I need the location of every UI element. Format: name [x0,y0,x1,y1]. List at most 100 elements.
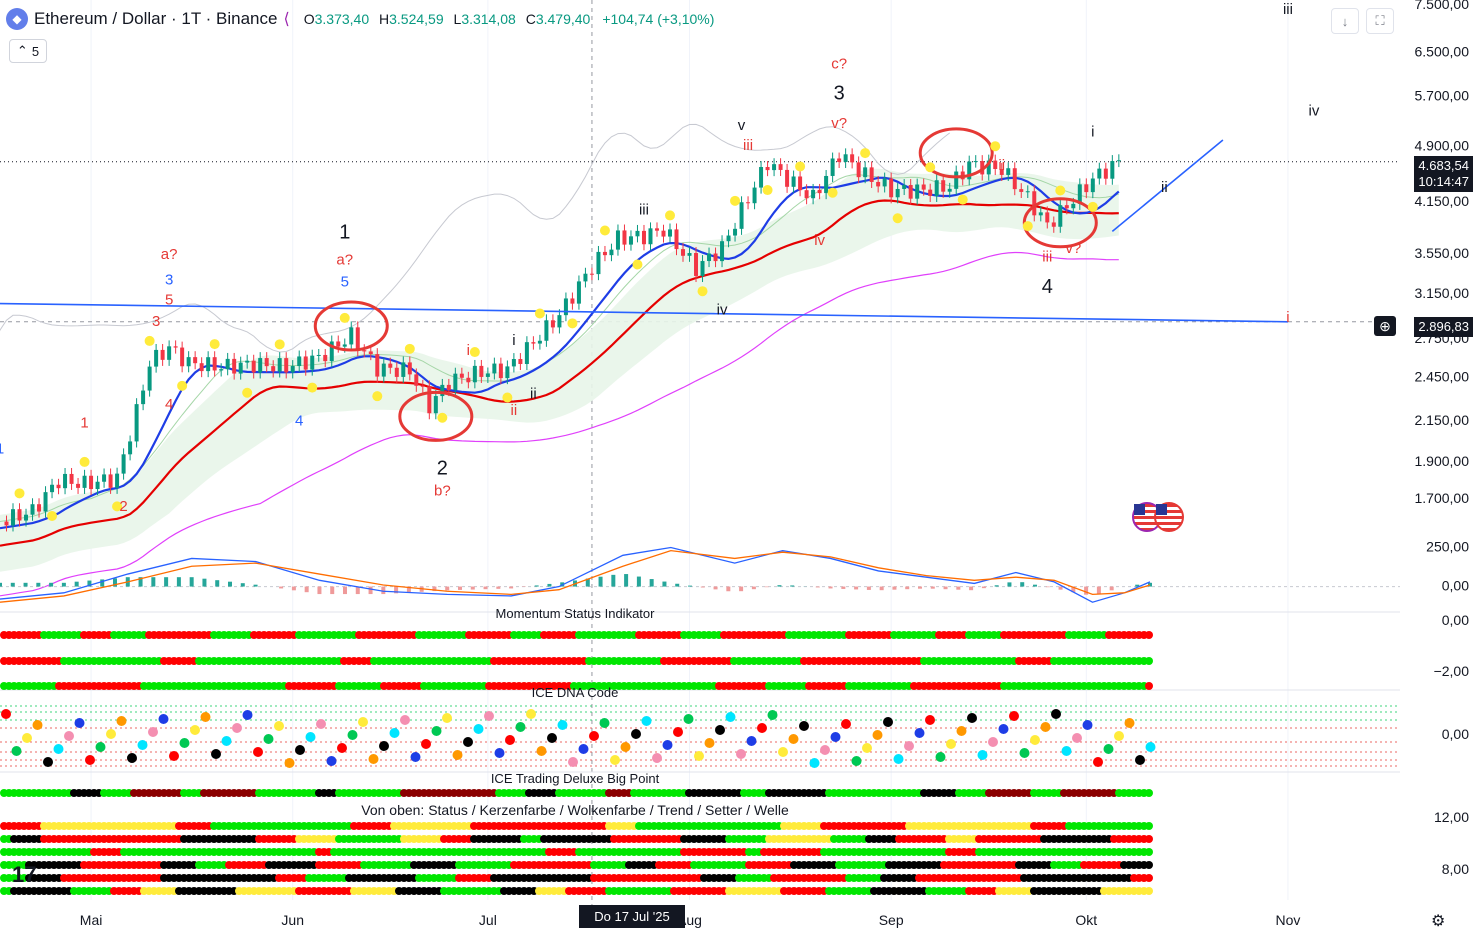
us-flag-icon[interactable] [1154,502,1184,532]
current-price-tag: 4.683,54 10:14:47 [1414,156,1473,192]
bigpoint-subtitle: Von oben: Status / Kerzenfarbe / Wolkenf… [361,802,789,818]
candle-body [850,154,854,162]
dna-dot [820,745,830,755]
candle-body [1104,169,1108,179]
signal-dot [1088,202,1098,212]
dna-dot [925,715,935,725]
candle-body [161,350,165,360]
candle-body [226,359,230,369]
candle-body [297,356,301,366]
candle-body [753,188,757,204]
momentum-dot [1145,682,1153,690]
candle-body [1084,184,1088,192]
candle-body [460,374,464,378]
candle-body [1045,212,1049,222]
tradingview-logo-icon[interactable]: 17 [12,862,36,888]
macd-histogram-bar [944,587,948,590]
dna-dot [180,738,190,748]
candle-body [889,179,893,198]
dna-dot [547,733,557,743]
macd-histogram-bar [1007,582,1011,586]
signal-dot [925,162,935,172]
dna-dot [148,727,158,737]
candle-body [499,364,503,379]
dna-dot [43,757,53,767]
dna-dot [757,723,767,733]
candle-body [115,474,119,488]
macd-histogram-bar [726,587,730,592]
macd-histogram-bar [931,587,935,589]
wave-label: ii [511,402,518,419]
momentum-y-tick: −2,00 [1434,663,1470,679]
dna-dot [463,737,473,747]
economic-events-flags[interactable] [1132,502,1184,532]
dna-dot [904,741,914,751]
wave-label: i [467,342,470,359]
candle-body [278,358,282,371]
candle-body [785,170,789,187]
y-tick-label: 6.500,00 [1415,44,1470,60]
signal-dot [405,344,415,354]
dna-dot [726,712,736,722]
candle-body [232,359,236,374]
dna-dot [495,748,505,758]
candle-body [1026,191,1030,192]
dna-dot [694,751,704,761]
candle-body [681,249,685,256]
candle-body [616,230,620,249]
dna-dot [1114,731,1124,741]
candle-body [818,190,822,193]
candle-body [336,341,340,346]
dna-dot [558,720,568,730]
candle-body [323,355,327,361]
x-tick-label: Okt [1075,912,1097,928]
share-icon[interactable]: ⟨ [283,9,289,29]
macd-histogram-bar [62,583,66,587]
candle-body [993,161,997,169]
candle-body [271,366,275,371]
symbol-title[interactable]: Ethereum / Dollar · 1T · Binance [34,9,277,29]
candle-body [766,167,770,170]
chevron-down-icon[interactable]: ↓ [1331,8,1359,34]
candle-body [863,167,867,177]
bigpoint-y-tick: 12,00 [1434,809,1469,825]
wave-label: 1 [339,221,350,243]
signal-dot [600,225,610,235]
momentum-y-tick: 0,00 [1442,612,1469,628]
wave-label: ii [998,157,1005,174]
macd-histogram-bar [279,587,283,589]
candle-body [590,274,594,275]
wave-label: ii [530,386,537,403]
gear-icon[interactable]: ⚙ [1431,911,1445,931]
wave-label: iv [717,302,728,319]
macd-histogram-bar [151,577,155,586]
dna-dot [453,750,463,760]
wave-label: 3 [152,313,160,330]
bigpoint-dot [1145,822,1153,830]
macd-histogram-bar [1097,587,1101,595]
candle-body [70,474,74,484]
fullscreen-icon[interactable]: ⛶ [1366,8,1394,34]
wave-label: 4 [1042,276,1053,298]
indicator-toggle-button[interactable]: ⌃ 5 [9,39,47,63]
y-tick-label: 4.150,00 [1415,193,1470,209]
wave-label: iii [1283,1,1293,18]
candle-body [922,184,926,189]
wave-label: iv [1309,103,1320,120]
candle-body [505,366,509,378]
macd-line [0,548,1150,603]
macd-histogram-bar [1059,587,1063,590]
dna-dot [400,715,410,725]
macd-histogram-bar [867,587,871,590]
dna-dot [516,722,526,732]
plus-circle-icon[interactable]: ⊕ [1374,316,1396,336]
dna-dot [369,754,379,764]
wave-label: a? [161,246,178,263]
candle-body [466,378,470,383]
macd-histogram-bar [75,582,79,587]
candle-body [284,358,288,372]
dna-dot [736,749,746,759]
dna-dot [526,709,536,719]
dna-dot [505,735,515,745]
